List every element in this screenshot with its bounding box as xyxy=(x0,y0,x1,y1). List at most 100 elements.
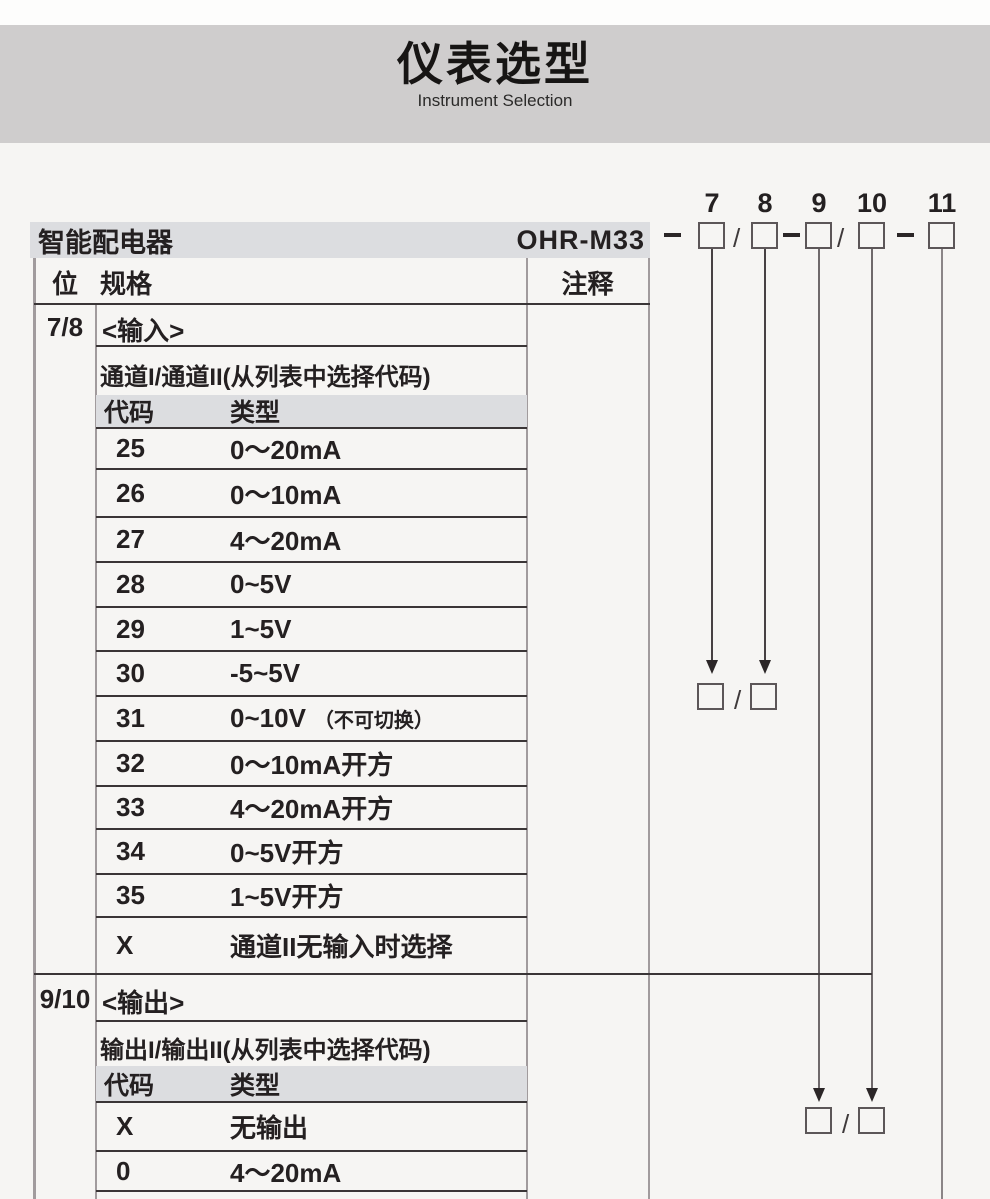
combined-box-8 xyxy=(750,683,777,710)
type-header: 类型 xyxy=(230,399,281,427)
code-header: 代码 xyxy=(104,399,155,427)
table-row: X 无输出 xyxy=(96,1103,527,1152)
row-code: 27 xyxy=(116,524,145,554)
row-type: 通道II无输入时选择 xyxy=(230,932,453,962)
connector-line-11 xyxy=(941,249,943,1199)
row-note: （不可切换） xyxy=(313,710,434,732)
arrow-down-icon xyxy=(866,1088,878,1102)
section-title: <输入> xyxy=(102,316,185,346)
section-title: <输出> xyxy=(102,988,185,1018)
arrow-down-icon xyxy=(813,1088,825,1102)
position-digit-7: 7 xyxy=(704,188,720,218)
row-code: 34 xyxy=(116,836,145,866)
row-type: -5~5V xyxy=(230,658,301,688)
combined-box-9 xyxy=(805,1107,832,1134)
page-banner: 仪表选型 Instrument Selection xyxy=(0,25,990,143)
table-row: X 通道II无输入时选择 xyxy=(96,918,527,973)
table-row: 34 0~5V开方 xyxy=(96,830,527,875)
row-code: 30 xyxy=(116,658,145,688)
input-title-line xyxy=(96,345,527,347)
dash-icon xyxy=(664,233,681,237)
code-box-11 xyxy=(928,222,955,249)
connector-line-7 xyxy=(711,249,713,660)
row-code: 0 xyxy=(116,1155,131,1186)
row-type: 1~5V开方 xyxy=(230,882,344,912)
type-header: 类型 xyxy=(230,1071,281,1100)
col-header-spec: 规格 xyxy=(100,269,153,299)
code-box-10 xyxy=(858,222,885,249)
row-type: 0~5V开方 xyxy=(230,838,344,868)
section-pos-label: 7/8 xyxy=(46,312,84,342)
slash-separator: / xyxy=(734,685,742,715)
product-band: 智能配电器 OHR-M33 xyxy=(30,222,650,258)
row-code: 26 xyxy=(116,477,145,508)
table-divider-spec-note xyxy=(526,258,528,1199)
product-name: 智能配电器 xyxy=(38,227,173,258)
header-row-line xyxy=(34,303,650,305)
row-code: 29 xyxy=(116,613,145,644)
table-border-left xyxy=(33,258,36,1199)
table-row: 28 0~5V xyxy=(96,563,527,608)
row-code: 28 xyxy=(116,569,145,599)
table-border-right xyxy=(648,258,650,1199)
row-type: 4～20mA xyxy=(230,526,342,556)
dash-icon xyxy=(783,233,800,237)
code-box-9 xyxy=(805,222,832,249)
row-type: 0~5V xyxy=(230,569,292,599)
table-row: 0 4～20mA xyxy=(96,1152,527,1192)
col-header-pos: 位 xyxy=(51,269,78,299)
table-row: 25 0～20mA xyxy=(96,429,527,470)
arrow-down-icon xyxy=(759,660,771,674)
table-row: 33 4～20mA开方 xyxy=(96,787,527,830)
page-title: 仪表选型 xyxy=(397,38,593,90)
row-type: 1~5V xyxy=(230,613,292,644)
row-type: 0~10V xyxy=(230,703,306,733)
position-digit-9: 9 xyxy=(811,188,827,218)
arrow-down-icon xyxy=(706,660,718,674)
position-digit-10: 10 xyxy=(856,188,888,218)
table-row: 31 0~10V （不可切换） xyxy=(96,697,527,742)
top-strip xyxy=(0,0,990,25)
row-code: 32 xyxy=(116,748,145,778)
connector-line-8 xyxy=(764,249,766,660)
row-type: 4～20mA开方 xyxy=(230,794,394,824)
page-subtitle: Instrument Selection xyxy=(417,90,573,110)
slash-separator: / xyxy=(837,223,845,253)
code-type-header: 代码 类型 xyxy=(96,395,527,429)
row-type: 无输出 xyxy=(230,1113,309,1143)
row-code: 25 xyxy=(116,433,145,463)
row-code: X xyxy=(116,930,134,960)
connector-line-10 xyxy=(871,249,873,1088)
table-row: 32 0～10mA开方 xyxy=(96,742,527,787)
row-type: 4～20mA xyxy=(230,1157,342,1188)
code-box-8 xyxy=(751,222,778,249)
row-code: 31 xyxy=(116,703,145,733)
combined-box-10 xyxy=(858,1107,885,1134)
section-pos-label: 9/10 xyxy=(39,984,91,1014)
output-title-line xyxy=(96,1020,527,1022)
col-header-note: 注释 xyxy=(561,269,614,299)
row-code: 35 xyxy=(116,880,145,910)
row-code: X xyxy=(116,1111,134,1141)
table-row: 29 1~5V xyxy=(96,608,527,652)
row-type: 0～20mA xyxy=(230,435,342,465)
dash-icon xyxy=(897,233,914,237)
row-type: 0～10mA开方 xyxy=(230,750,394,780)
section-subtitle: 通道I/通道II(从列表中选择代码) xyxy=(100,364,431,391)
connector-line-9 xyxy=(818,249,820,1088)
row-code: 33 xyxy=(116,792,145,822)
row-type: 0～10mA xyxy=(230,479,342,510)
product-model: OHR-M33 xyxy=(516,224,645,255)
code-box-7 xyxy=(698,222,725,249)
section-subtitle: 输出I/输出II(从列表中选择代码) xyxy=(100,1037,431,1064)
table-divider-pos-spec xyxy=(95,303,97,1199)
table-row: 26 0～10mA xyxy=(96,470,527,518)
section-boundary-line xyxy=(34,973,872,975)
combined-box-7 xyxy=(697,683,724,710)
table-row: 35 1~5V开方 xyxy=(96,875,527,918)
slash-separator: / xyxy=(842,1109,850,1139)
position-digit-11: 11 xyxy=(927,188,957,218)
table-row: 30 -5~5V xyxy=(96,652,527,697)
slash-separator: / xyxy=(733,223,741,253)
